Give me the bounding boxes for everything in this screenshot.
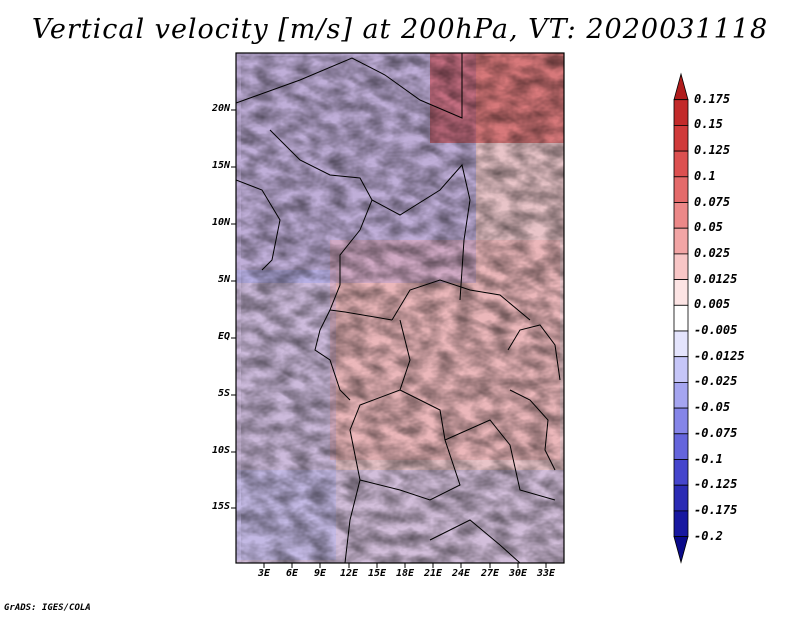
lon-tick-label: 21E	[423, 568, 443, 579]
lat-tick-label: 10S	[211, 445, 230, 456]
country-borders	[236, 53, 561, 563]
lon-tick-label: 15E	[367, 568, 387, 579]
colorbar-level-label: -0.125	[694, 477, 738, 492]
lon-tick-label: 12E	[339, 568, 359, 579]
colorbar-level-label: -0.2	[694, 528, 723, 543]
colorbar-level-label: -0.175	[694, 502, 738, 517]
lat-tick-label: EQ	[217, 331, 230, 342]
lon-tick-label: 6E	[285, 568, 299, 579]
colorbar-swatch	[673, 227, 689, 255]
colorbar-swatch	[673, 279, 689, 306]
colorbar-swatch	[673, 125, 689, 152]
colorbar-level-label: 0.175	[694, 91, 731, 106]
colorbar-swatch	[673, 202, 689, 229]
colorbar-swatch	[673, 536, 689, 564]
colorbar-level-label: 0.005	[694, 297, 731, 312]
map-frame	[235, 52, 565, 564]
colorbar-level-label: -0.025	[694, 374, 738, 389]
colorbar-level-label: -0.075	[694, 425, 738, 440]
lat-tick-label: 5S	[217, 388, 230, 399]
colorbar-level-label: 0.125	[694, 143, 731, 158]
lat-tick-label: 15N	[211, 160, 230, 171]
colorbar-level-label: 0.05	[694, 220, 723, 235]
colorbar-swatch	[673, 510, 689, 537]
lat-tick-label: 5N	[217, 274, 230, 285]
colorbar-level-label: 0.025	[694, 245, 731, 260]
colorbar-level-label: -0.05	[694, 400, 731, 415]
colorbar-level-label: 0.0125	[694, 271, 738, 286]
lon-tick-label: 18E	[395, 568, 415, 579]
lon-tick-label: 9E	[313, 568, 327, 579]
colorbar-swatch	[673, 150, 689, 178]
colorbar-level-label: -0.0125	[694, 348, 745, 363]
colorbar-swatch	[673, 433, 689, 460]
colorbar-swatch	[673, 176, 689, 203]
chart-title: Vertical velocity [m/s] at 200hPa, VT: 2…	[31, 14, 769, 45]
velocity-field	[236, 53, 564, 563]
lat-tick-label: 10N	[211, 217, 230, 228]
colorbar-swatch	[673, 99, 689, 126]
lat-tick-label: 15S	[211, 501, 230, 512]
colorbar-level-label: 0.1	[694, 168, 716, 183]
colorbar-swatch	[673, 304, 689, 332]
colorbar-swatch	[673, 407, 689, 435]
colorbar-level-label: 0.075	[694, 194, 731, 209]
colorbar-level-label: -0.005	[694, 323, 738, 337]
lon-tick-label: 27E	[480, 568, 500, 579]
colorbar-level-label: -0.1	[694, 451, 723, 466]
lon-tick-label: 30E	[508, 568, 528, 579]
lat-tick-label: 20N	[211, 103, 230, 114]
colorbar-swatch	[673, 356, 689, 383]
colorbar-level-label: 0.15	[694, 117, 723, 132]
footer-credit: GrADS: IGES/COLA	[4, 603, 91, 613]
colorbar-swatch	[673, 459, 689, 486]
colorbar-swatch	[673, 484, 689, 512]
colorbar-swatch	[673, 330, 689, 358]
colorbar-swatch	[673, 72, 689, 101]
lon-tick-label: 33E	[536, 568, 556, 579]
lon-tick-label: 3E	[257, 568, 271, 579]
lon-tick-label: 24E	[451, 568, 471, 579]
colorbar-swatch	[673, 253, 689, 280]
colorbar-swatch	[673, 381, 689, 409]
